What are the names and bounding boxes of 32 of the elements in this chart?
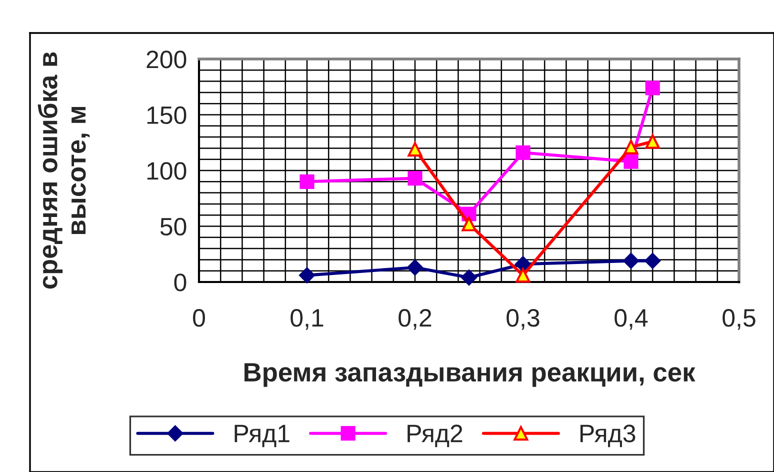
point <box>516 145 530 160</box>
point <box>300 174 314 189</box>
x-tick-label: 0,3 <box>506 309 540 330</box>
y-axis-title: средняя ошибка в высоте, м <box>38 52 90 289</box>
x-tick-label: 0,5 <box>722 309 756 330</box>
y-tick-label: 50 <box>160 218 186 236</box>
x-tick-label: 0,2 <box>398 309 432 330</box>
y-tick-label: 100 <box>147 162 186 180</box>
point <box>299 267 315 284</box>
point <box>408 142 422 157</box>
point <box>515 256 531 272</box>
point <box>623 252 639 269</box>
point <box>461 270 477 286</box>
legend-label: Ряд3 <box>580 424 636 448</box>
point <box>645 80 660 96</box>
legend-label: Ряд2 <box>408 424 462 448</box>
x-tick-label: 0,1 <box>290 309 324 330</box>
legend-label: Ряд1 <box>234 424 290 448</box>
point <box>407 260 423 276</box>
point <box>624 154 638 169</box>
point <box>644 252 661 269</box>
y-tick-label: 200 <box>146 50 186 68</box>
x-tick-label: 0 <box>193 309 205 327</box>
point <box>516 268 530 283</box>
y-tick-label: 150 <box>147 106 186 124</box>
x-tick-label: 0,4 <box>614 309 648 330</box>
point <box>624 140 638 154</box>
point <box>462 216 476 232</box>
y-tick-label: 0 <box>174 274 186 292</box>
x-axis-title: Время запаздывания реакции, сек <box>244 363 696 387</box>
point <box>408 171 422 186</box>
point <box>645 134 660 149</box>
